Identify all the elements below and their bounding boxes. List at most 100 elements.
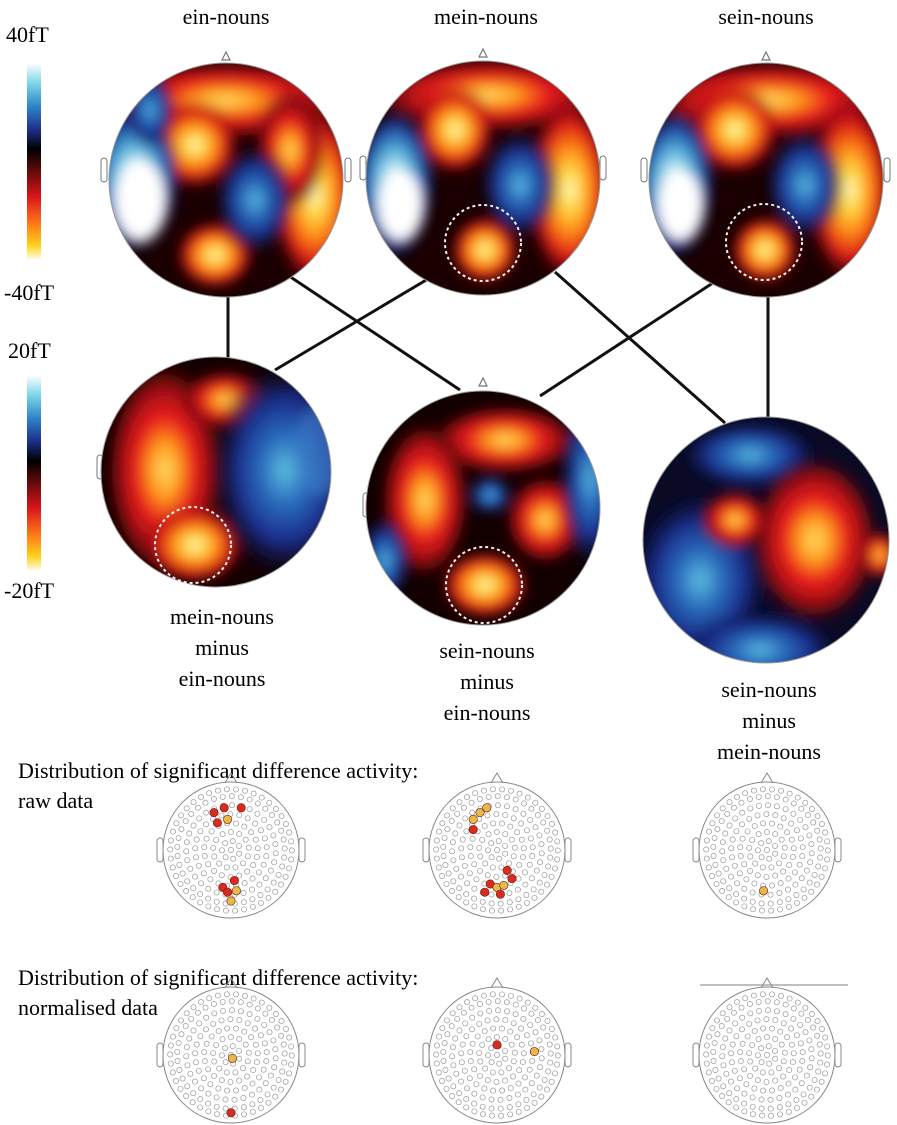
sensor	[232, 1069, 239, 1076]
sensor	[460, 1009, 467, 1016]
ear-right-marker	[883, 157, 891, 183]
sensor	[197, 1033, 204, 1040]
sensor	[174, 1058, 181, 1064]
sensor	[516, 1067, 523, 1074]
sensor	[484, 872, 491, 879]
sensor	[223, 991, 230, 998]
sensor	[238, 1008, 244, 1015]
sensor	[801, 1099, 808, 1106]
sensor	[236, 1017, 243, 1024]
sensor	[822, 865, 828, 872]
sensor	[796, 861, 803, 868]
sensor	[706, 1033, 712, 1040]
sensor	[476, 844, 483, 851]
sensor	[733, 1033, 740, 1040]
sensor	[793, 827, 800, 834]
sensor	[764, 998, 771, 1005]
sensor	[749, 1041, 756, 1048]
sensor	[755, 793, 762, 800]
sensor	[480, 906, 486, 913]
sensor	[496, 1060, 503, 1067]
sensor	[516, 862, 523, 869]
sensor	[788, 1041, 795, 1048]
sensor	[508, 787, 514, 794]
sensor	[499, 1025, 505, 1032]
sensor	[254, 845, 261, 852]
sensor	[190, 885, 197, 892]
sensor	[262, 875, 269, 882]
ear-right-marker	[344, 157, 352, 183]
sensor	[472, 790, 479, 797]
sensor	[252, 1041, 259, 1048]
sensor	[461, 862, 468, 869]
sensor	[743, 876, 750, 883]
sensor	[507, 1028, 514, 1035]
sensor	[489, 991, 496, 998]
sensor	[205, 895, 212, 902]
sensor	[488, 900, 495, 907]
significant-sensor-weak	[482, 803, 492, 813]
sensor	[811, 871, 818, 878]
sensor	[471, 1100, 478, 1107]
ear-left-marker	[156, 1042, 164, 1068]
sensor	[554, 856, 561, 863]
sensor	[764, 847, 770, 853]
sensor	[439, 820, 446, 827]
sensor	[449, 1010, 456, 1017]
sensor	[444, 812, 450, 819]
sensor	[772, 1055, 779, 1062]
sensor	[499, 991, 505, 998]
sensor	[808, 1011, 815, 1017]
sensor	[471, 861, 478, 868]
sensor	[726, 1004, 733, 1011]
sensor	[502, 842, 508, 849]
sensor	[743, 1081, 750, 1088]
sensor	[485, 1052, 491, 1059]
sensor	[281, 1059, 288, 1066]
sensor	[195, 1067, 202, 1074]
sensor	[549, 821, 555, 827]
sensor	[203, 1026, 209, 1033]
sensor	[782, 1001, 789, 1008]
sensor	[192, 854, 199, 861]
significant-sensor-strong	[492, 1040, 502, 1050]
sensor	[508, 992, 514, 999]
sensor	[223, 864, 230, 871]
sensor	[814, 881, 820, 888]
sensor	[254, 810, 261, 817]
sensor	[522, 881, 529, 888]
sensor	[272, 1055, 279, 1062]
sensor	[497, 1105, 504, 1112]
sensor	[463, 1104, 470, 1111]
sensor	[785, 1101, 792, 1108]
sensor	[254, 1005, 261, 1012]
sensor	[815, 1068, 822, 1075]
sensor	[476, 1049, 483, 1056]
sensor	[205, 1100, 212, 1107]
sensor	[510, 815, 517, 822]
sensor	[799, 853, 806, 860]
sensor	[215, 1028, 222, 1035]
sensor	[479, 1094, 486, 1101]
sensor	[522, 869, 528, 876]
sensor	[286, 1034, 293, 1041]
sensor	[507, 906, 514, 913]
sensor	[772, 1036, 779, 1043]
significant-sensor-weak	[468, 814, 478, 824]
sensor	[538, 850, 545, 857]
sensor	[533, 867, 540, 874]
sensor	[774, 803, 780, 810]
sensor	[193, 836, 200, 843]
sensor	[768, 864, 775, 871]
sensor	[263, 844, 270, 851]
sensor	[215, 1085, 222, 1092]
sensor	[189, 894, 196, 901]
sensor	[455, 1099, 462, 1106]
sensor	[518, 820, 525, 827]
sensor	[780, 1020, 787, 1027]
sensor	[738, 799, 745, 806]
sensor	[798, 1080, 805, 1087]
line-mein-to-d3	[554, 270, 726, 425]
sensor	[488, 1059, 495, 1066]
sensor	[506, 899, 513, 906]
